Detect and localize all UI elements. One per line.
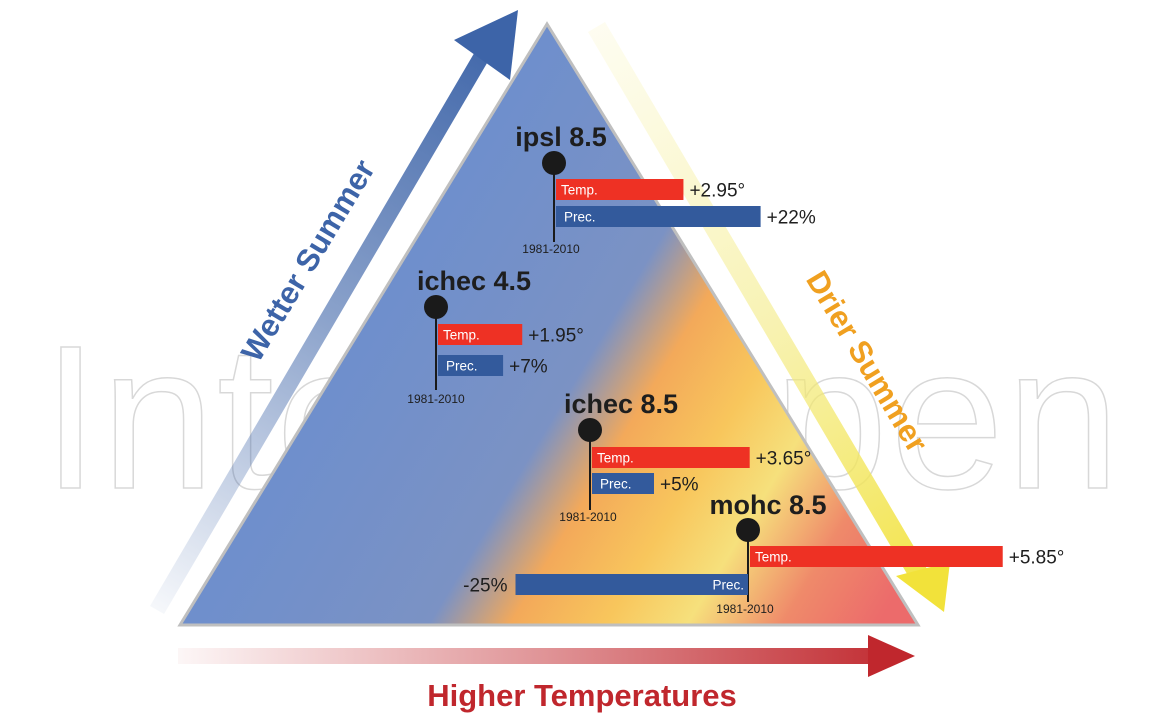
temp-bar: [556, 179, 684, 200]
temp-bar: [750, 546, 1003, 567]
prec-value: +22%: [767, 208, 816, 229]
prec-bar-label: Prec.: [564, 210, 596, 225]
higher-temperatures-label: Higher Temperatures: [427, 678, 737, 713]
baseline-period: 1981-2010: [407, 392, 465, 406]
temp-value: +2.95°: [689, 181, 745, 202]
prec-bar-label: Prec.: [712, 578, 744, 593]
scenario-0: ipsl 8.5 Temp. +2.95° Prec. +22% 1981-2010: [515, 122, 816, 256]
temp-bar-label: Temp.: [443, 328, 480, 343]
temp-bar-label: Temp.: [561, 183, 598, 198]
temp-value: +1.95°: [528, 326, 584, 347]
prec-value: +7%: [509, 357, 548, 378]
baseline-period: 1981-2010: [716, 602, 774, 616]
pin-marker: [542, 151, 566, 175]
scenario-3: mohc 8.5 Temp. +5.85° Prec. -25% 1981-2010: [463, 490, 1064, 616]
climate-triangle: [177, 21, 921, 627]
prec-value: +5%: [660, 475, 699, 496]
temp-bar-label: Temp.: [597, 451, 634, 466]
temp-bar: [438, 324, 523, 345]
wetter-summer-arrow: [150, 10, 518, 614]
prec-value: -25%: [463, 576, 507, 597]
temp-value: +3.65°: [756, 449, 812, 470]
prec-bar: [438, 355, 504, 376]
scenario-title: ichec 8.5: [564, 389, 678, 419]
temp-bar-label: Temp.: [755, 550, 792, 565]
baseline-period: 1981-2010: [522, 242, 580, 256]
scenario-2: ichec 8.5 Temp. +3.65° Prec. +5% 1981-2010: [559, 389, 811, 524]
drier-summer-arrow: [588, 22, 950, 612]
prec-bar: [515, 574, 748, 595]
pin-marker: [578, 418, 602, 442]
pin-marker: [424, 295, 448, 319]
pin-marker: [736, 518, 760, 542]
scenario-title: ipsl 8.5: [515, 122, 607, 152]
scenario-title: mohc 8.5: [709, 490, 826, 520]
higher-temperatures-arrow: [178, 635, 915, 677]
scenario-1: ichec 4.5 Temp. +1.95° Prec. +7% 1981-2010: [407, 266, 584, 406]
prec-bar-label: Prec.: [446, 359, 478, 374]
temp-bar: [592, 447, 750, 468]
scenario-title: ichec 4.5: [417, 266, 531, 296]
prec-bar: [592, 473, 654, 494]
temp-value: +5.85°: [1009, 548, 1065, 569]
prec-bar-label: Prec.: [600, 477, 632, 492]
prec-bar: [556, 206, 761, 227]
baseline-period: 1981-2010: [559, 510, 617, 524]
